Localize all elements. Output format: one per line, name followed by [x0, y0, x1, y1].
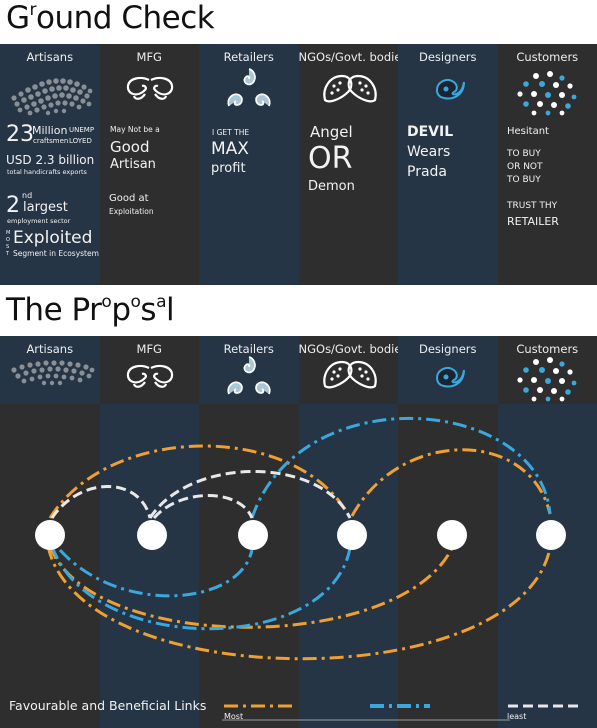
legend-most: Most	[224, 712, 244, 721]
proposal-header-retailers: Retailers	[223, 342, 274, 356]
artisans-stat-exploited: Exploited	[13, 228, 93, 248]
artisans-most-m: M	[6, 230, 11, 236]
scattered-paisley-icon	[517, 357, 577, 402]
link-mfg-ngos-top	[148, 470, 352, 519]
artisans-stat-exploited-sub: Segment in Ecosystem	[13, 249, 99, 258]
legend-label: Favourable and Beneficial Links	[9, 698, 207, 713]
artisans-stat-exports: USD 2.3 billion	[6, 153, 95, 167]
customers-line-1: Hesitant	[507, 126, 549, 137]
butterfly-paisley-icon	[126, 76, 174, 100]
column-retailers: Retailers	[199, 44, 299, 285]
column-ngos: NGOs/Govt. bodies	[298, 44, 408, 285]
link-mfg-retailers-bottom	[58, 548, 254, 598]
retailers-line-1: I GET THE	[212, 128, 250, 137]
scattered-paisley-icon	[517, 71, 577, 116]
customers-line-2: TO BUY	[507, 149, 541, 159]
triple-paisley-icon	[227, 356, 271, 395]
ground-check-panel: Artisans MFG Retailers NGOs/Govt. bodies…	[0, 44, 597, 285]
customers-line-6: RETAILER	[507, 215, 559, 228]
node-designers	[437, 520, 467, 550]
ngos-line-2: OR	[308, 141, 353, 176]
link-artisans-mfg-top	[50, 485, 152, 519]
node-mfg	[137, 520, 167, 550]
column-designers: Designers	[398, 44, 498, 285]
artisans-most-s: S	[6, 244, 10, 250]
proposal-header-customers: Customers	[516, 342, 579, 356]
dot-cluster-icon	[11, 78, 93, 116]
artisans-stat-rank-suffix: nd	[22, 191, 33, 200]
legend-least: least	[507, 712, 527, 721]
artisans-stat-number: 23	[6, 122, 34, 147]
column-header-customers: Customers	[516, 50, 579, 64]
customers-line-5: TRUST THY	[507, 201, 558, 211]
artisans-stat-exports-sub: total handicrafts exports	[7, 168, 87, 176]
artisans-stat-loyed: LOYED	[69, 137, 92, 145]
legend-scale	[222, 704, 578, 721]
proposal-column-customers: Customers	[497, 336, 597, 728]
link-artisans-designers-bottom	[48, 545, 454, 629]
mfg-line-5: Exploitation	[109, 207, 154, 216]
link-mfg-retailers-top	[152, 494, 254, 519]
mfg-line-3: Artisan	[110, 157, 156, 172]
artisans-stat-rank-sub: employment sector	[7, 217, 71, 225]
column-header-mfg: MFG	[136, 50, 162, 64]
customers-line-4: TO BUY	[507, 175, 541, 185]
node-customers	[536, 520, 566, 550]
artisans-stat-unemp: UNEMP	[69, 126, 95, 134]
node-ngos	[337, 520, 367, 550]
designers-line-2: Wears	[407, 144, 451, 160]
column-customers: Customers	[497, 44, 597, 285]
paisley-pair-icon	[323, 74, 377, 103]
artisans-most-t: T	[6, 251, 10, 257]
designers-line-1: DEVIL	[407, 124, 454, 140]
link-retailers-customers-top	[250, 416, 552, 519]
customers-line-3: OR NOT	[507, 162, 543, 172]
ngos-line-3: Demon	[308, 179, 355, 194]
mfg-line-4: Good at	[109, 193, 149, 204]
artisans-stat-rank-number: 2	[6, 193, 20, 218]
dot-cluster-icon	[11, 360, 95, 386]
ground-check-title: Ground Check	[6, 0, 215, 36]
butterfly-paisley-icon	[126, 364, 174, 388]
column-header-retailers: Retailers	[223, 50, 274, 64]
proposal-header-artisans: Artisans	[26, 342, 74, 356]
node-artisans	[35, 520, 65, 550]
designers-line-3: Prada	[407, 164, 447, 180]
links-diagram	[46, 416, 552, 661]
ngos-line-1: Angel	[310, 123, 353, 141]
mfg-line-1: May Not be a	[110, 125, 160, 134]
artisans-stat-rank-word: largest	[23, 200, 68, 215]
column-header-ngos: NGOs/Govt. bodies	[298, 50, 408, 64]
proposal-header-ngos: NGOs/Govt. bodies	[298, 342, 408, 356]
mfg-line-2: Good	[110, 138, 150, 156]
retailers-line-3: profit	[211, 161, 246, 176]
triple-paisley-icon	[227, 68, 271, 107]
proposal-header-mfg: MFG	[136, 342, 162, 356]
link-ngos-customers-top	[350, 448, 552, 517]
paisley-pair-icon	[323, 360, 377, 389]
column-header-designers: Designers	[419, 50, 477, 64]
link-artisans-customers-bottom	[46, 545, 552, 661]
column-mfg: MFG	[99, 44, 199, 285]
retailers-line-2: MAX	[211, 139, 249, 159]
proposal-title: The Proposal	[6, 292, 175, 328]
column-header-artisans: Artisans	[26, 50, 74, 64]
mango-paisley-icon	[435, 79, 465, 100]
artisans-most-o: O	[6, 237, 10, 243]
node-retailers	[238, 520, 268, 550]
artisans-stat-craftsmen: craftsmen	[33, 137, 69, 145]
link-artisans-ngos-bottom	[50, 545, 352, 631]
link-artisans-ngos-top	[48, 444, 352, 519]
proposal-header-designers: Designers	[419, 342, 477, 356]
artisans-stat-million: Million	[32, 124, 68, 137]
mango-paisley-icon	[435, 367, 465, 388]
proposal-panel: Artisans MFG Retailers NGOs/Govt. bodies…	[0, 336, 597, 728]
